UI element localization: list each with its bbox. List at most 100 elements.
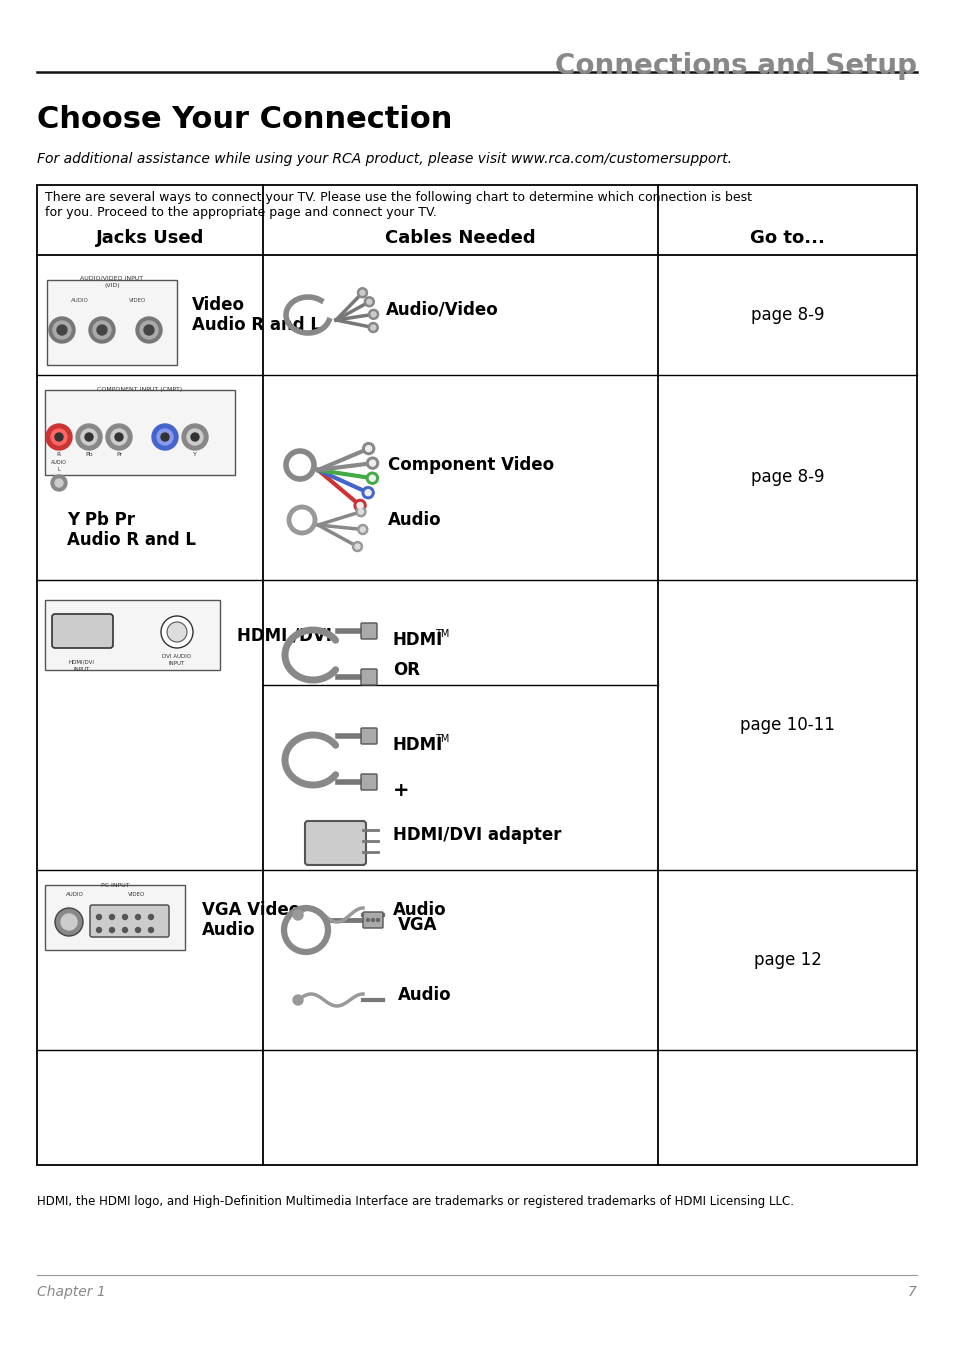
Circle shape	[46, 424, 71, 450]
Circle shape	[115, 434, 123, 440]
Circle shape	[357, 288, 367, 297]
Circle shape	[293, 911, 303, 920]
Circle shape	[81, 430, 97, 444]
Bar	[45, 885, 185, 950]
Text: Chapter 1: Chapter 1	[37, 1285, 106, 1300]
Text: INPUT: INPUT	[169, 661, 185, 666]
Circle shape	[360, 527, 365, 532]
Text: Y: Y	[193, 453, 196, 457]
Circle shape	[187, 430, 203, 444]
Circle shape	[182, 424, 208, 450]
Circle shape	[371, 326, 375, 330]
Circle shape	[366, 457, 378, 469]
Circle shape	[358, 509, 363, 515]
Bar	[47, 280, 177, 365]
Circle shape	[354, 500, 366, 512]
Circle shape	[366, 473, 378, 484]
Text: R: R	[57, 453, 61, 457]
Text: Audio: Audio	[202, 921, 255, 939]
Text: Choose Your Connection: Choose Your Connection	[37, 105, 452, 134]
Circle shape	[53, 322, 71, 339]
Circle shape	[365, 446, 372, 451]
Circle shape	[366, 919, 369, 921]
Circle shape	[89, 317, 115, 343]
FancyBboxPatch shape	[305, 821, 366, 865]
Circle shape	[355, 544, 359, 549]
Text: page 12: page 12	[753, 951, 821, 969]
Circle shape	[149, 915, 153, 920]
Text: Jacks Used: Jacks Used	[95, 230, 204, 247]
Text: AUDIO/VIDEO INPUT: AUDIO/VIDEO INPUT	[80, 276, 143, 280]
Circle shape	[149, 928, 153, 932]
Circle shape	[96, 915, 101, 920]
Circle shape	[97, 326, 107, 335]
Circle shape	[362, 443, 375, 454]
Circle shape	[371, 312, 375, 317]
Circle shape	[364, 297, 374, 307]
FancyBboxPatch shape	[52, 613, 112, 648]
Circle shape	[161, 434, 169, 440]
Circle shape	[57, 326, 67, 335]
Text: HDMI /DVI: HDMI /DVI	[236, 626, 332, 644]
Circle shape	[122, 915, 128, 920]
Text: Video: Video	[192, 296, 245, 313]
Text: (VID): (VID)	[104, 282, 120, 288]
Circle shape	[161, 616, 193, 648]
Circle shape	[122, 928, 128, 932]
Circle shape	[49, 317, 75, 343]
Circle shape	[144, 326, 153, 335]
Text: OR: OR	[393, 661, 419, 680]
Circle shape	[167, 621, 187, 642]
Text: Go to...: Go to...	[749, 230, 824, 247]
Circle shape	[61, 915, 77, 929]
Circle shape	[191, 434, 199, 440]
Text: Cables Needed: Cables Needed	[385, 230, 536, 247]
Text: There are several ways to connect your TV. Please use the following chart to det: There are several ways to connect your T…	[45, 190, 751, 219]
Text: Pr: Pr	[116, 453, 122, 457]
FancyBboxPatch shape	[360, 774, 376, 790]
Circle shape	[92, 322, 111, 339]
Text: Connections and Setup: Connections and Setup	[555, 51, 916, 80]
Text: HDMI: HDMI	[393, 631, 443, 648]
Text: 7: 7	[907, 1285, 916, 1300]
Text: PC INPUT: PC INPUT	[101, 884, 130, 888]
Circle shape	[368, 309, 378, 319]
Circle shape	[96, 928, 101, 932]
Circle shape	[55, 434, 63, 440]
Circle shape	[369, 461, 375, 466]
Circle shape	[55, 480, 63, 486]
Circle shape	[76, 424, 102, 450]
Text: Pb: Pb	[85, 453, 92, 457]
Text: DVI AUDIO: DVI AUDIO	[162, 654, 192, 659]
Circle shape	[55, 908, 83, 936]
Circle shape	[152, 424, 178, 450]
Text: HDMI/DVI: HDMI/DVI	[69, 661, 95, 665]
Text: INPUT: INPUT	[73, 667, 90, 671]
Text: page 8-9: page 8-9	[750, 469, 823, 486]
Text: HDMI: HDMI	[393, 736, 443, 754]
FancyBboxPatch shape	[360, 728, 376, 744]
Circle shape	[367, 300, 372, 304]
Circle shape	[365, 489, 371, 496]
Text: VGA: VGA	[397, 916, 437, 934]
Text: TM: TM	[435, 734, 449, 744]
Text: VGA Video: VGA Video	[202, 901, 300, 919]
Text: page 8-9: page 8-9	[750, 305, 823, 324]
Text: VIDEO: VIDEO	[129, 892, 146, 897]
Circle shape	[371, 919, 375, 921]
Bar	[45, 390, 234, 476]
Circle shape	[356, 503, 363, 508]
Circle shape	[135, 928, 140, 932]
Text: Audio R and L: Audio R and L	[67, 531, 195, 549]
Circle shape	[51, 430, 67, 444]
Circle shape	[85, 434, 92, 440]
Text: Audio: Audio	[388, 511, 441, 530]
Text: Audio/Video: Audio/Video	[386, 301, 498, 319]
Text: HDMI/DVI adapter: HDMI/DVI adapter	[393, 825, 561, 844]
Circle shape	[111, 430, 127, 444]
Circle shape	[106, 424, 132, 450]
Text: AUDIO: AUDIO	[51, 459, 67, 465]
Circle shape	[136, 317, 162, 343]
Circle shape	[355, 507, 366, 516]
Circle shape	[368, 323, 377, 332]
